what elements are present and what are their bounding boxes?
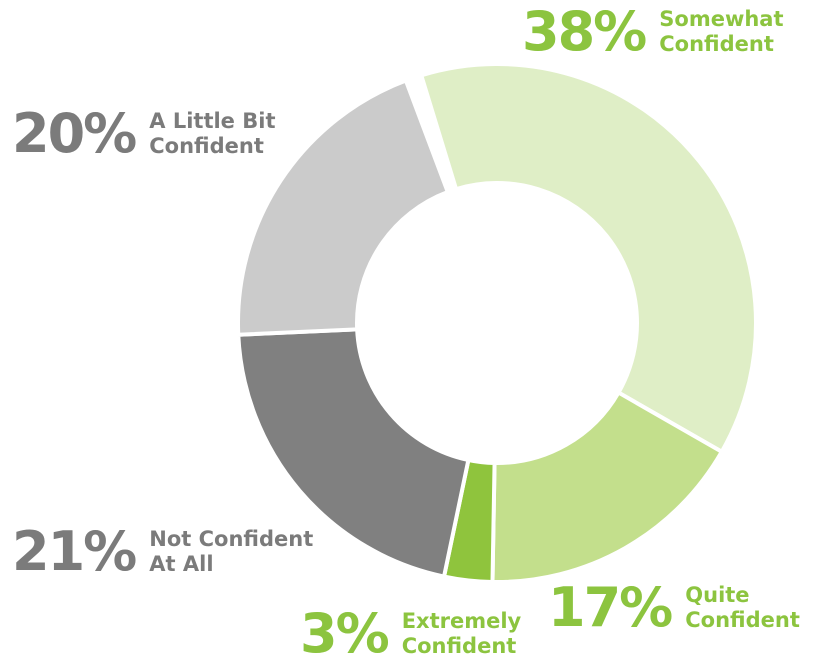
percent-label: 3% <box>300 602 390 662</box>
donut-slice <box>418 62 758 455</box>
donut-slice <box>236 327 471 579</box>
slice-label: 3% Extremely Confident <box>300 606 537 662</box>
donut-slice <box>490 389 725 584</box>
category-label: Not Confident At All <box>149 527 314 576</box>
percent-label: 20% <box>12 102 137 165</box>
category-label: Somewhat Confident <box>659 7 784 56</box>
slice-label: 21% Not Confident At All <box>12 524 339 580</box>
category-label: Quite Confident <box>685 583 800 632</box>
percent-label: 21% <box>12 520 137 583</box>
category-label: Extremely Confident <box>401 609 522 658</box>
slice-label: 20% A Little Bit Confident <box>12 106 289 162</box>
slice-label: 17% Quite Confident <box>548 580 814 636</box>
slice-label: 38% Somewhat Confident <box>522 4 809 60</box>
category-label: A Little Bit Confident <box>149 109 276 158</box>
donut-slice <box>236 77 451 337</box>
percent-label: 38% <box>522 0 647 63</box>
percent-label: 17% <box>548 576 673 639</box>
